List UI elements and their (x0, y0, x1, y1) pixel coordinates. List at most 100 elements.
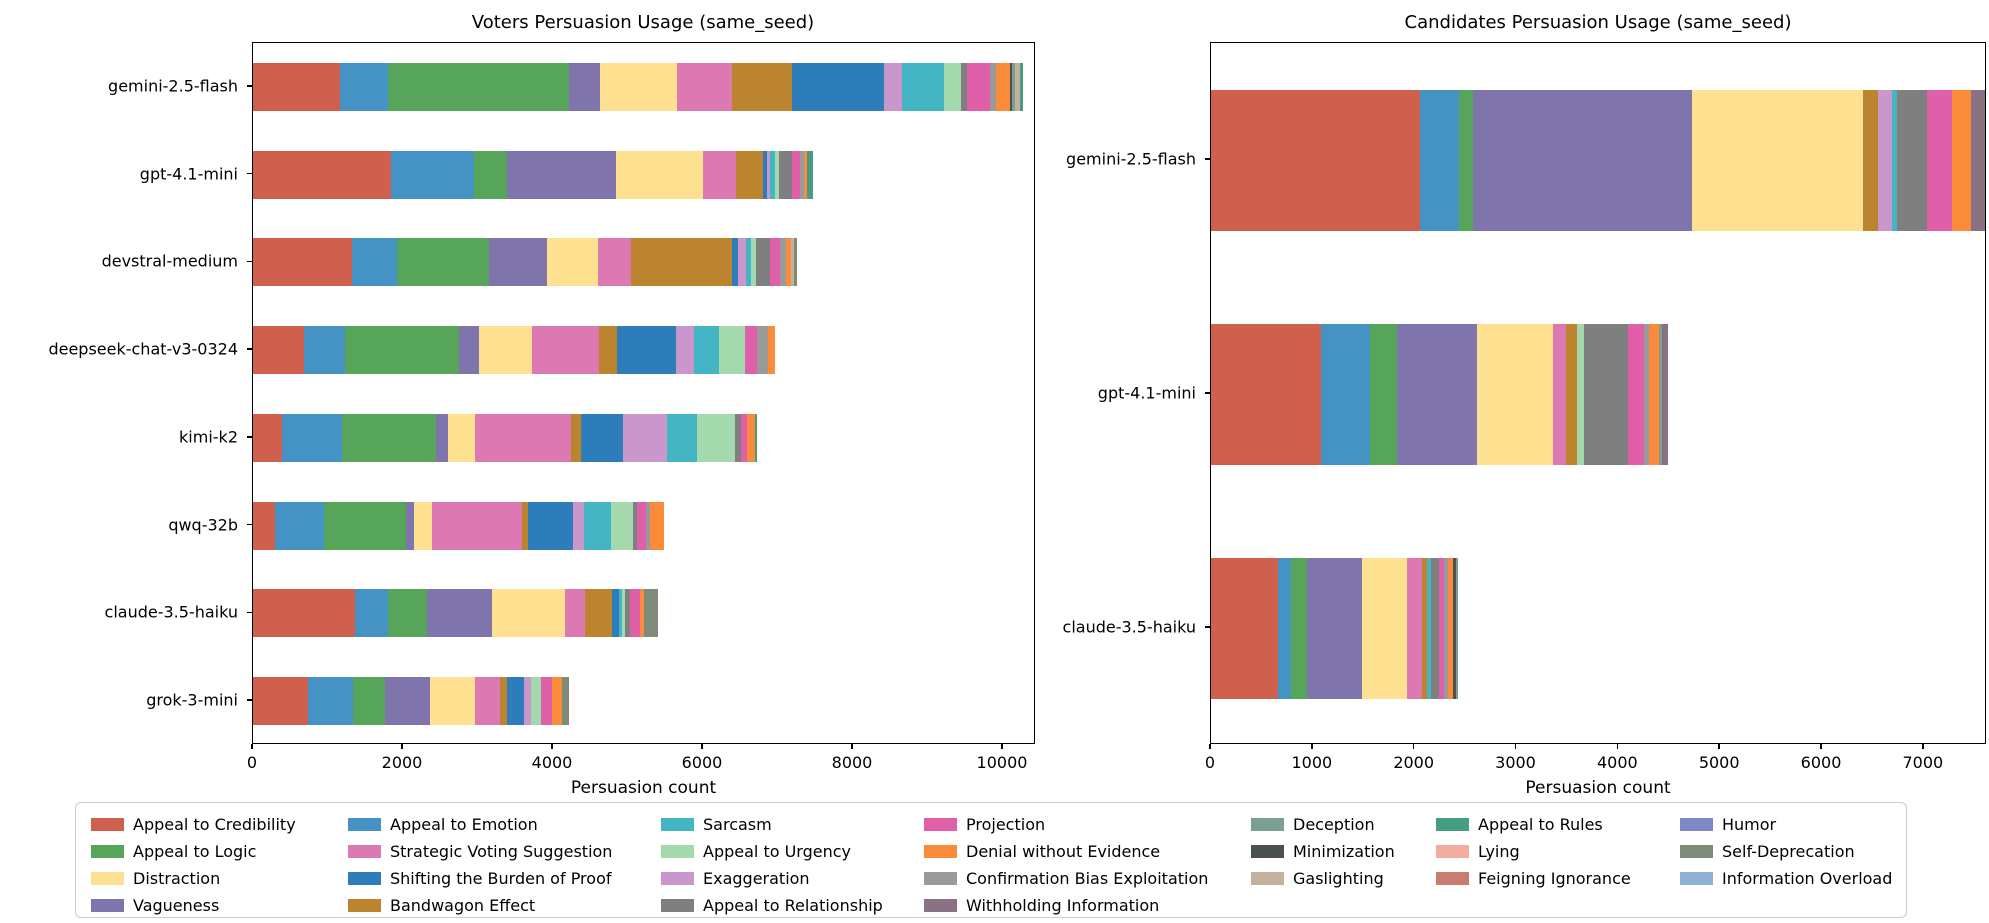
legend-item: Self-Deprecation (1680, 840, 1855, 862)
bar-segment (791, 238, 794, 287)
legend-color-swatch-icon (1436, 871, 1469, 885)
legend-item: Projection (924, 813, 1045, 835)
bar-segment (1662, 323, 1668, 465)
bar-segment (775, 150, 779, 199)
bar-segment (786, 238, 792, 287)
bar-segment (1420, 89, 1459, 231)
bar-segment (636, 501, 646, 550)
legend-item: Vagueness (91, 894, 219, 916)
bar-segment (799, 150, 805, 199)
bar-segment (432, 501, 523, 550)
bar-segment (597, 238, 631, 287)
legend-item: Deception (1251, 813, 1375, 835)
bar-segment (351, 238, 397, 287)
bar-segment (532, 326, 599, 375)
bar-segment (618, 589, 623, 638)
voters-plot-area (252, 42, 1035, 744)
legend-color-swatch-icon (1251, 817, 1284, 831)
bar-segment (1020, 62, 1023, 111)
legend-color-swatch-icon (91, 817, 124, 831)
bar-segment (499, 677, 507, 726)
x-tick-label: 10000 (976, 753, 1028, 772)
x-tick-label: 2000 (1393, 753, 1435, 772)
legend-label: Distraction (133, 868, 221, 888)
bar-segment (253, 501, 276, 550)
voters-xaxis-label: Persuasion count (570, 778, 717, 798)
bar-segment (324, 501, 407, 550)
x-tick-label: 4000 (1596, 753, 1638, 772)
y-tick-mark (1205, 158, 1210, 160)
x-tick-label: 3000 (1495, 753, 1536, 772)
bar-segment (694, 326, 719, 375)
y-tick-mark (247, 611, 252, 614)
bar-segment (580, 413, 623, 462)
bar-segment (756, 238, 770, 287)
bar-segment (616, 326, 677, 375)
y-tick-mark (247, 523, 252, 526)
x-tick-mark (1209, 744, 1211, 749)
bar-segment (492, 589, 565, 638)
bar-segment (598, 326, 617, 375)
legend-color-swatch-icon (924, 871, 957, 885)
bar-segment (478, 326, 532, 375)
y-axis-label-kimi-k2: kimi-k2 (179, 427, 238, 447)
bar-segment (1473, 89, 1693, 231)
bar-segment (632, 501, 637, 550)
legend-label: Withholding Information (966, 895, 1160, 915)
x-tick-mark (701, 744, 703, 749)
legend-color-swatch-icon (661, 817, 694, 831)
x-tick-label: 0 (1204, 753, 1216, 772)
bar-segment (253, 589, 355, 638)
y-axis-label-claude-3.5-haiku: claude-3.5-haiku (104, 602, 238, 622)
bar-segment (354, 589, 388, 638)
stacked-bar-gemini-2.5-flash (253, 62, 1023, 111)
bar-segment (489, 238, 547, 287)
x-tick-mark (1412, 744, 1415, 749)
legend-item: Distraction (91, 867, 220, 889)
bar-segment (629, 589, 640, 638)
legend-color-swatch-icon (924, 898, 957, 912)
bar-segment (1438, 557, 1445, 699)
x-tick-label: 6000 (681, 753, 723, 772)
y-axis-label-gpt-4.1-mini: gpt-4.1-mini (1097, 383, 1196, 403)
bar-segment (391, 150, 475, 199)
legend-item: Humor (1680, 813, 1776, 835)
bar-segment (1453, 557, 1456, 699)
legend-label: Self-Deprecation (1722, 841, 1855, 861)
x-tick-mark (1311, 744, 1313, 749)
bar-segment (1692, 89, 1864, 231)
bar-segment (622, 413, 667, 462)
x-tick-mark (1820, 744, 1822, 749)
legend-item: Minimization (1251, 840, 1395, 862)
legend-color-swatch-icon (661, 898, 694, 912)
bar-segment (757, 326, 769, 375)
candidates-xaxis-label: Persuasion count (1525, 778, 1671, 798)
legend-item: Shifting the Burden of Proof (348, 867, 612, 889)
legend-color-swatch-icon (1680, 844, 1713, 858)
bar-segment (1407, 557, 1422, 699)
bar-segment (804, 150, 808, 199)
bar-segment (1012, 62, 1016, 111)
bar-segment (406, 501, 414, 550)
bar-segment (1211, 557, 1279, 699)
bar-segment (769, 238, 780, 287)
legend-label: Confirmation Bias Exploitation (966, 868, 1209, 888)
y-axis-label-qwq-32b: qwq-32b (168, 515, 238, 535)
legend-color-swatch-icon (348, 844, 381, 858)
bar-segment (522, 501, 529, 550)
bar-segment (1566, 323, 1577, 465)
bar-segment (622, 589, 626, 638)
bar-segment (385, 677, 431, 726)
bar-segment (307, 677, 354, 726)
bar-segment (884, 62, 903, 111)
legend-color-swatch-icon (1436, 844, 1469, 858)
bar-segment (387, 589, 427, 638)
legend-label: Bandwagon Effect (390, 895, 536, 915)
legend-label: Vagueness (133, 895, 220, 915)
bar-segment (807, 150, 814, 199)
bar-segment (754, 413, 758, 462)
legend-item: Withholding Information (924, 894, 1159, 916)
legend-color-swatch-icon (1680, 817, 1713, 831)
legend-label: Exaggeration (703, 868, 810, 888)
legend-item: Feigning Ignorance (1436, 867, 1631, 889)
